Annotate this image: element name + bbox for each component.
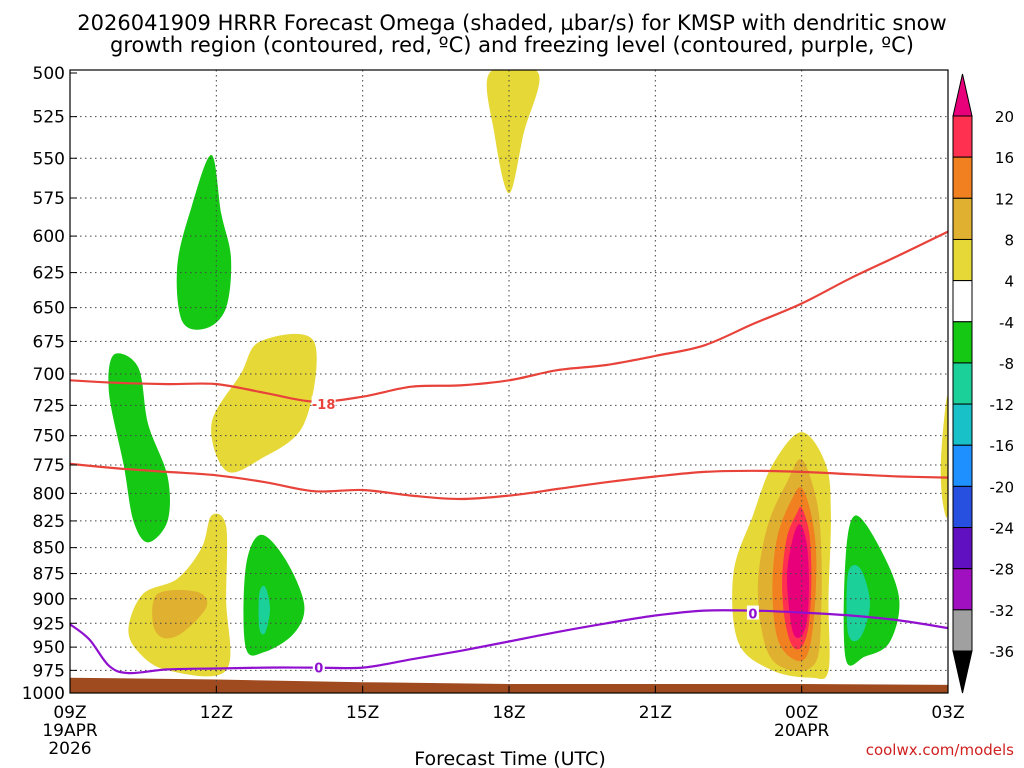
colorbar-label-4: 4 — [1004, 273, 1014, 291]
dgz-contour-label-0: -18 — [312, 398, 336, 413]
y-tick-label-850: 850 — [33, 539, 65, 559]
colorbar-band-7 — [952, 403, 973, 446]
omega-region-14 — [787, 524, 809, 638]
colorbar-label-3: 8 — [1004, 231, 1014, 249]
colorbar-label-10: -24 — [990, 520, 1015, 538]
colorbar-band-1 — [952, 156, 973, 199]
x-axis-title: Forecast Time (UTC) — [414, 748, 605, 768]
colorbar-label-2: 12 — [995, 190, 1014, 208]
y-tick-label-800: 800 — [33, 484, 65, 504]
colorbar-label-0: 20 — [995, 108, 1014, 126]
x-tick-year-9: 2026 — [48, 739, 91, 759]
colorbar-band-11 — [952, 568, 973, 611]
colorbar-label-13: -36 — [990, 643, 1015, 661]
y-tick-label-550: 550 — [33, 149, 65, 169]
x-tick-label-18: 18Z — [492, 703, 525, 723]
colorbar-band-6 — [952, 362, 973, 405]
colorbar-label-11: -28 — [990, 561, 1015, 579]
y-tick-label-675: 675 — [33, 332, 65, 352]
dgz-contour-0 — [70, 230, 948, 403]
omega-region-6 — [211, 333, 317, 473]
y-tick-label-600: 600 — [33, 227, 65, 247]
contour-lines — [70, 230, 948, 675]
colorbar-label-12: -32 — [990, 602, 1015, 620]
x-tick-label-12: 12Z — [200, 703, 233, 723]
freezing-level-label-1: 0 — [748, 608, 757, 623]
y-tick-label-925: 925 — [33, 614, 65, 634]
y-tick-label-750: 750 — [33, 427, 65, 447]
colorbar-band-3 — [952, 238, 973, 282]
colorbar-band-0 — [952, 115, 973, 158]
y-tick-label-900: 900 — [33, 590, 65, 610]
plot-area: -18 0 0 — [69, 69, 949, 694]
grid-lines — [70, 70, 948, 693]
y-tick-label-975: 975 — [33, 661, 65, 681]
omega-region-2 — [243, 534, 305, 656]
x-tick-label-24: 00Z — [785, 703, 818, 723]
x-tick-label-21: 21Z — [639, 703, 672, 723]
colorbar-band-2 — [952, 197, 973, 240]
colorbar-band-5 — [952, 321, 973, 364]
colorbar-band-10 — [952, 527, 973, 570]
colorbar-band-4 — [952, 280, 973, 323]
colorbar: 20 16 12 8 4 -4 -8 -12 -16 -20 -24 -28 -32 -36 — [952, 73, 1015, 694]
y-tick-label-525: 525 — [33, 108, 65, 128]
y-tick-label-575: 575 — [33, 189, 65, 209]
y-tick-label-650: 650 — [33, 299, 65, 319]
freezing-label-bg-0 — [312, 659, 325, 674]
omega-region-1 — [108, 353, 170, 543]
chart-title-line2: growth region (contoured, red, ºC) and f… — [110, 33, 914, 57]
y-tick-label-950: 950 — [33, 638, 65, 658]
dgz-label-bg-0 — [311, 396, 336, 412]
omega-region-16 — [940, 396, 948, 518]
credit-text: coolwx.com/models — [866, 741, 1014, 759]
freezing-label-bg-1 — [746, 605, 759, 620]
y-tick-label-875: 875 — [33, 565, 65, 585]
colorbar-top-arrow — [952, 73, 973, 117]
omega-region-5 — [846, 564, 870, 642]
colorbar-band-9 — [952, 485, 973, 529]
y-tick-label-1000: 1000 — [22, 684, 65, 704]
chart-title-line1: 2026041909 HRRR Forecast Omega (shaded, … — [77, 11, 946, 35]
colorbar-label-9: -20 — [990, 478, 1015, 496]
colorbar-label-1: 16 — [995, 149, 1014, 167]
omega-region-9 — [152, 589, 208, 639]
y-tick-label-700: 700 — [33, 365, 65, 385]
contour-labels: -18 0 0 — [311, 396, 759, 677]
dgz-contour-1 — [70, 462, 948, 501]
x-tick-date-24: 20APR — [774, 721, 830, 741]
colorbar-label-7: -12 — [990, 396, 1015, 414]
colorbar-band-8 — [952, 444, 973, 487]
freezing-level-label-0: 0 — [314, 662, 323, 677]
omega-region-3 — [258, 585, 270, 635]
colorbar-label-8: -16 — [990, 437, 1015, 455]
x-tick-label-27: 03Z — [931, 703, 964, 723]
omega-region-7 — [486, 70, 540, 194]
y-tick-label-500: 500 — [33, 64, 65, 84]
colorbar-label-6: -8 — [999, 355, 1014, 373]
colorbar-bottom-arrow — [952, 650, 973, 694]
y-tick-label-625: 625 — [33, 264, 65, 284]
y-axis: 500 525 550 575 600 625 650 675 700 725 750 775 800 8… — [22, 64, 77, 704]
colorbar-label-5: -4 — [999, 314, 1014, 332]
y-tick-label-775: 775 — [33, 456, 65, 476]
x-tick-label-9: 09Z — [53, 703, 86, 723]
freezing-level-contour-0 — [70, 609, 948, 675]
x-tick-date-9: 19APR — [42, 721, 98, 741]
omega-region-0 — [176, 154, 232, 330]
colorbar-band-12 — [952, 609, 973, 652]
x-tick-label-15: 15Z — [346, 703, 379, 723]
y-tick-label-725: 725 — [33, 396, 65, 416]
y-tick-label-825: 825 — [33, 512, 65, 532]
